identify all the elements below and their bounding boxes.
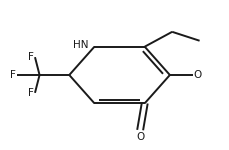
Text: F: F <box>28 52 34 62</box>
Text: O: O <box>135 132 144 142</box>
Text: HN: HN <box>73 40 88 50</box>
Text: F: F <box>28 88 34 98</box>
Text: O: O <box>193 70 201 80</box>
Text: F: F <box>10 70 16 80</box>
